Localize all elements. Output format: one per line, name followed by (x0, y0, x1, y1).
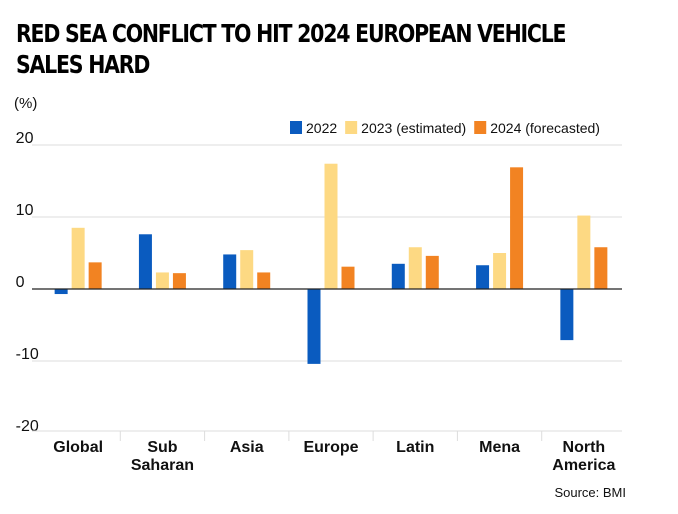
x-tick-label: Mena (479, 439, 520, 456)
bar-2024-latin (425, 255, 439, 289)
bar-2023-latin (408, 247, 422, 289)
bar-2024-north-america (594, 247, 608, 289)
x-tick-label: Saharan (131, 457, 194, 474)
x-tick-label: Asia (230, 439, 264, 456)
legend-label: 2022 (306, 120, 337, 136)
bar-2024-europe (341, 266, 355, 289)
bar-2024-mena (510, 167, 524, 289)
bar-2023-europe (324, 163, 338, 289)
bar-2022-north-america (560, 289, 574, 341)
bar-2023-mena (493, 253, 507, 289)
bar-2023-sub-saharan (155, 272, 169, 289)
y-axis-label: (%) (14, 95, 37, 112)
bar-2024-asia (257, 272, 271, 289)
x-tick-label: Global (53, 439, 103, 456)
legend-swatch (290, 121, 302, 134)
legend-swatch (345, 121, 358, 134)
bar-2022-asia (223, 254, 237, 289)
y-tick-label: 0 (16, 274, 25, 291)
x-tick-label: North (563, 439, 606, 456)
chart-title: RED SEA CONFLICT TO HIT 2024 EUROPEAN VE… (16, 19, 567, 79)
legend-label: 2023 (estimated) (361, 120, 466, 136)
x-tick-label: Europe (303, 439, 358, 456)
source-note: Source: BMI (554, 485, 626, 500)
y-tick-label: -20 (16, 418, 39, 435)
y-tick-label: 20 (16, 130, 34, 147)
y-tick-label: 10 (16, 202, 34, 219)
bar-2023-global (71, 227, 85, 289)
bar-2022-europe (307, 289, 321, 364)
legend-label: 2024 (forecasted) (490, 120, 600, 136)
bar-2024-global (88, 262, 102, 289)
y-tick-label: -10 (16, 346, 39, 363)
bar-2023-asia (240, 250, 254, 289)
bar-2022-mena (476, 265, 490, 289)
legend-swatch (474, 121, 487, 134)
bar-2024-sub-saharan (172, 273, 186, 289)
x-tick-label: America (552, 457, 615, 474)
bar-2022-global (54, 289, 68, 295)
x-tick-label: Latin (396, 439, 434, 456)
bar-2022-latin (391, 263, 405, 289)
x-tick-label: Sub (147, 439, 177, 456)
bar-2023-north-america (577, 215, 591, 289)
bar-2022-sub-saharan (138, 234, 152, 289)
